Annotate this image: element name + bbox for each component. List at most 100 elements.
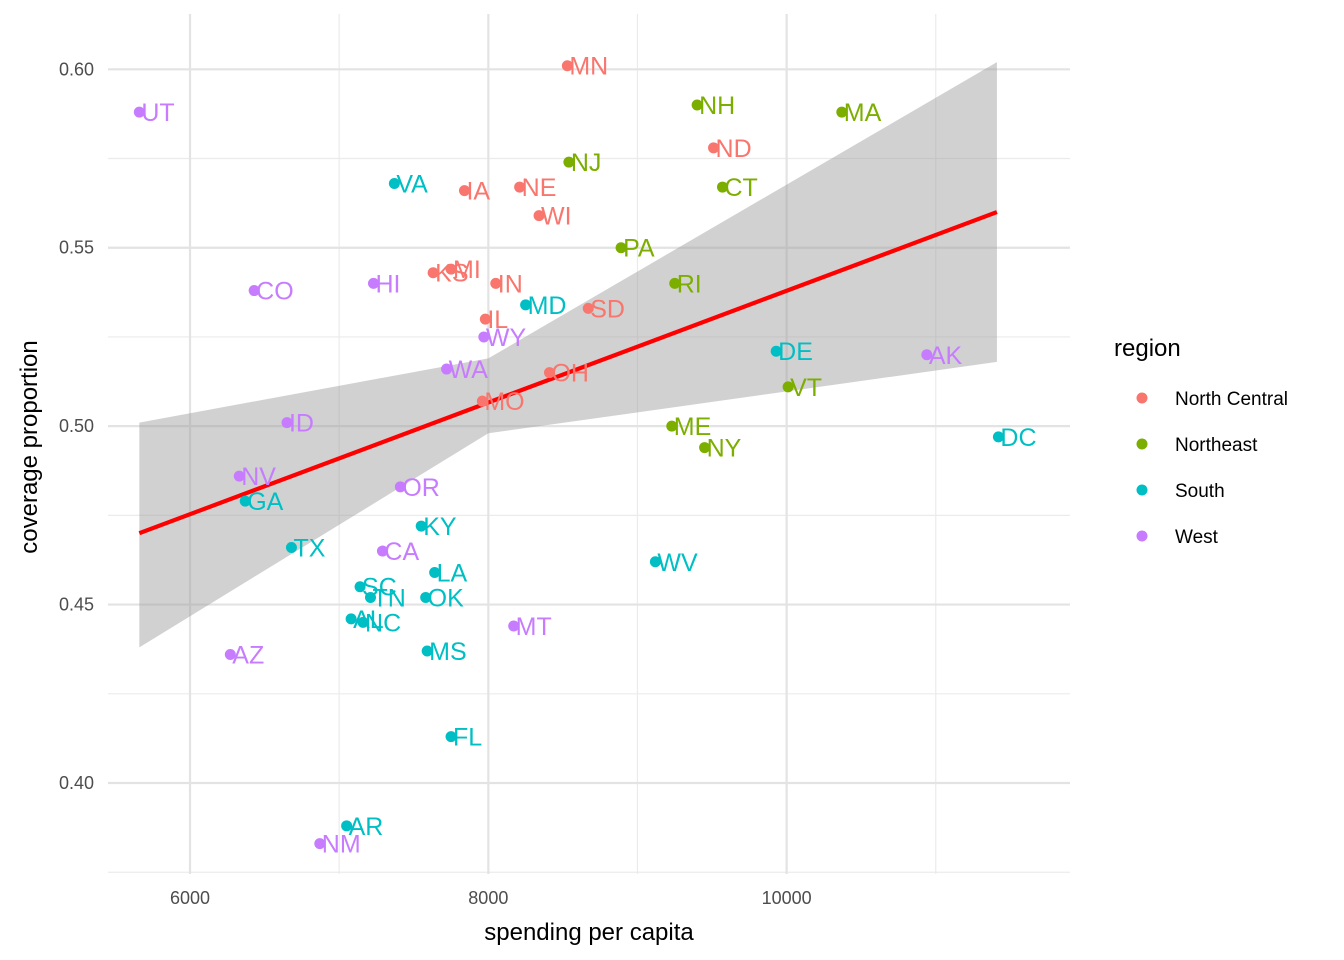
label-ak: AK bbox=[929, 342, 963, 370]
point-pa bbox=[615, 242, 627, 254]
minor-gridlines bbox=[108, 14, 1070, 874]
point-wi bbox=[533, 210, 545, 222]
label-ut: UT bbox=[141, 99, 174, 127]
legend-label-south: South bbox=[1175, 481, 1225, 502]
y-axis-ticks: 0.40 0.45 0.50 0.55 0.60 bbox=[59, 59, 94, 793]
label-il: IL bbox=[487, 306, 508, 334]
point-nm bbox=[314, 838, 326, 850]
label-wy: WY bbox=[486, 324, 527, 352]
label-tx: TX bbox=[293, 534, 325, 562]
label-ri: RI bbox=[677, 270, 702, 298]
point-la bbox=[429, 566, 441, 578]
label-ct: CT bbox=[724, 174, 757, 202]
point-ny bbox=[699, 442, 711, 454]
major-gridlines bbox=[108, 14, 1070, 874]
legend-key-south bbox=[1136, 484, 1148, 496]
data-points bbox=[133, 60, 1004, 850]
label-ga: GA bbox=[247, 488, 283, 516]
label-hi: HI bbox=[375, 270, 400, 298]
label-or: OR bbox=[402, 474, 440, 502]
label-ca: CA bbox=[384, 538, 419, 566]
point-ct bbox=[716, 181, 728, 193]
point-ms bbox=[421, 645, 433, 657]
point-mo bbox=[476, 395, 488, 407]
point-ky bbox=[415, 520, 427, 532]
y-axis-title: coverage proportion bbox=[16, 340, 43, 553]
legend-key-north-central bbox=[1136, 392, 1148, 404]
label-id: ID bbox=[289, 410, 314, 438]
legend-key-west bbox=[1136, 530, 1148, 542]
point-sc bbox=[354, 581, 366, 593]
point-ut bbox=[133, 106, 145, 118]
legend-label-northeast: Northeast bbox=[1175, 435, 1258, 456]
y-tick-label: 0.60 bbox=[59, 59, 94, 79]
label-mt: MT bbox=[516, 613, 552, 641]
label-co: CO bbox=[256, 278, 294, 306]
point-hi bbox=[367, 277, 379, 289]
label-ky: KY bbox=[423, 513, 457, 541]
label-pa: PA bbox=[623, 235, 655, 263]
point-co bbox=[248, 285, 260, 297]
legend-key-northeast bbox=[1136, 438, 1148, 450]
point-ne bbox=[514, 181, 526, 193]
point-ca bbox=[376, 545, 388, 557]
point-de bbox=[770, 345, 782, 357]
point-ok bbox=[420, 591, 432, 603]
x-tick-label: 8000 bbox=[468, 888, 508, 908]
label-mo: MO bbox=[484, 388, 524, 416]
y-tick-label: 0.50 bbox=[59, 416, 94, 436]
point-ri bbox=[669, 277, 681, 289]
point-ga bbox=[239, 495, 251, 507]
label-dc: DC bbox=[1000, 424, 1036, 452]
label-ar: AR bbox=[349, 813, 384, 841]
legend: region North Central Northeast South West bbox=[1114, 335, 1288, 548]
legend-title: region bbox=[1114, 335, 1181, 362]
label-nd: ND bbox=[716, 135, 752, 163]
label-mi: MI bbox=[453, 256, 481, 284]
point-nh bbox=[691, 99, 703, 111]
point-wy bbox=[478, 331, 490, 343]
confidence-band bbox=[139, 62, 997, 648]
label-nj: NJ bbox=[571, 149, 602, 177]
point-tx bbox=[285, 541, 297, 553]
trend-line bbox=[138, 210, 998, 536]
label-wa: WA bbox=[449, 356, 489, 384]
x-axis-ticks: 6000 8000 10000 bbox=[170, 888, 812, 908]
point-nj bbox=[563, 156, 575, 168]
label-fl: FL bbox=[453, 724, 482, 752]
point-nv bbox=[233, 470, 245, 482]
point-az bbox=[224, 649, 236, 661]
point-sd bbox=[582, 302, 594, 314]
y-tick-label: 0.45 bbox=[59, 595, 94, 615]
point-vt bbox=[782, 381, 794, 393]
legend-label-west: West bbox=[1175, 527, 1219, 548]
point-va bbox=[388, 178, 400, 190]
point-md bbox=[520, 299, 532, 311]
label-oh: OH bbox=[551, 360, 589, 388]
label-ms: MS bbox=[429, 638, 467, 666]
label-ma: MA bbox=[844, 99, 882, 127]
point-ia bbox=[458, 185, 470, 197]
point-tn bbox=[364, 591, 376, 603]
point-fl bbox=[445, 731, 457, 743]
label-la: LA bbox=[437, 559, 468, 587]
label-ne: NE bbox=[522, 174, 557, 202]
point-ar bbox=[341, 820, 353, 832]
point-mt bbox=[508, 620, 520, 632]
point-in bbox=[490, 277, 502, 289]
x-tick-label: 6000 bbox=[170, 888, 210, 908]
label-vt: VT bbox=[790, 374, 822, 402]
label-al: AL bbox=[353, 606, 384, 634]
point-or bbox=[394, 481, 406, 493]
label-nm: NM bbox=[322, 831, 361, 859]
point-wv bbox=[649, 556, 661, 568]
label-nc: NC bbox=[365, 609, 401, 637]
label-mn: MN bbox=[569, 53, 608, 81]
x-axis-title: spending per capita bbox=[484, 919, 694, 946]
point-id bbox=[281, 417, 293, 429]
point-me bbox=[666, 420, 678, 432]
label-in: IN bbox=[498, 270, 523, 298]
label-nv: NV bbox=[241, 463, 276, 491]
y-tick-label: 0.55 bbox=[59, 238, 94, 258]
